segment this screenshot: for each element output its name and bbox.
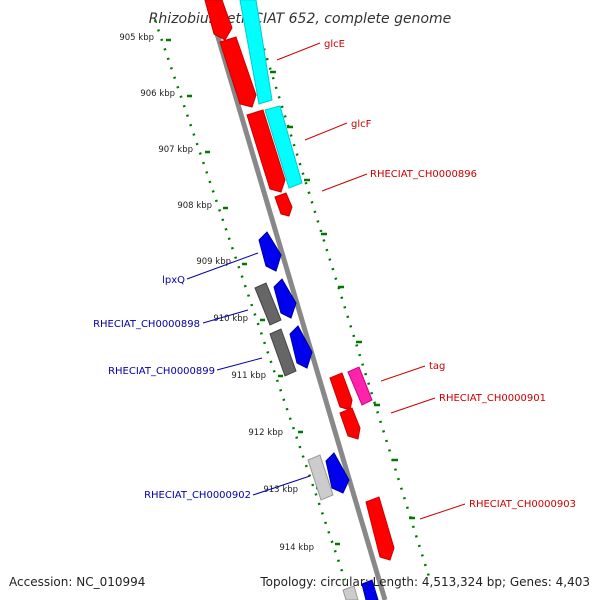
gene-902-blue: [325, 452, 350, 494]
kbp-label-906: 906 kbp: [140, 89, 175, 99]
gene-label-glcF: glcF: [351, 119, 372, 130]
kbp-tick-labels: 905 kbp 906 kbp 907 kbp 908 kbp 909 kbp …: [119, 33, 314, 553]
gene-899-blue: [289, 325, 313, 369]
gene-903-red: [365, 496, 395, 561]
kbp-label-912: 912 kbp: [248, 428, 283, 438]
gene-label-RHECIAT_CH0000898: RHECIAT_CH0000898: [93, 319, 200, 330]
kbp-label-907: 907 kbp: [158, 145, 193, 155]
right-gene-labels: glcE glcF RHECIAT_CH0000896 tag RHECIAT_…: [324, 39, 576, 510]
kbp-label-909: 909 kbp: [196, 257, 231, 267]
guide-ticks: [166, 38, 415, 546]
gene-top-red: [204, 0, 233, 41]
gene-glcF-cyan: [264, 105, 303, 189]
kbp-label-914: 914 kbp: [279, 543, 314, 553]
gene-899-gray: [269, 328, 297, 377]
gene-glcE-red: [219, 36, 257, 108]
gene-label-RHECIAT_CH0000899: RHECIAT_CH0000899: [108, 366, 215, 377]
accession-text: Accession: NC_010994: [9, 575, 145, 589]
gene-902-lightgray: [307, 454, 334, 501]
gene-label-tag: tag: [429, 361, 445, 372]
gene-features: [204, 0, 395, 600]
gene-898-gray: [254, 282, 282, 326]
gene-glcF-red: [246, 109, 286, 193]
kbp-label-910: 910 kbp: [213, 314, 248, 324]
left-gene-labels: lpxQ RHECIAT_CH0000898 RHECIAT_CH0000899…: [93, 275, 251, 501]
gene-tag-magenta: [347, 366, 373, 406]
gene-898-blue: [273, 278, 297, 319]
gene-label-glcE: glcE: [324, 39, 345, 50]
genome-summary-text: Topology: circular; Length: 4,513,324 bp…: [259, 575, 590, 589]
gene-901-red-b: [339, 407, 361, 440]
gene-label-RHECIAT_CH0000901: RHECIAT_CH0000901: [439, 393, 546, 404]
gene-label-RHECIAT_CH0000896: RHECIAT_CH0000896: [370, 169, 477, 180]
gene-896-red: [274, 192, 293, 217]
gene-901-red-a: [329, 372, 353, 411]
gene-bottom-blue: [361, 579, 379, 600]
gene-lpxQ-blue: [258, 231, 282, 272]
gene-label-RHECIAT_CH0000902: RHECIAT_CH0000902: [144, 490, 251, 501]
gene-bottom-gray: [342, 585, 359, 600]
gene-label-RHECIAT_CH0000903: RHECIAT_CH0000903: [469, 499, 576, 510]
leader-lines: [186, 42, 466, 520]
gene-label-lpxQ: lpxQ: [162, 275, 185, 286]
kbp-label-905: 905 kbp: [119, 33, 154, 43]
gene-glcE-cyan: [239, 0, 273, 105]
genome-title: Rhizobium etli CIAT 652, complete genome: [149, 11, 452, 27]
kbp-label-913: 913 kbp: [263, 485, 298, 495]
kbp-label-908: 908 kbp: [177, 201, 212, 211]
genome-backbone: [204, 0, 388, 600]
kbp-label-911: 911 kbp: [231, 371, 266, 381]
